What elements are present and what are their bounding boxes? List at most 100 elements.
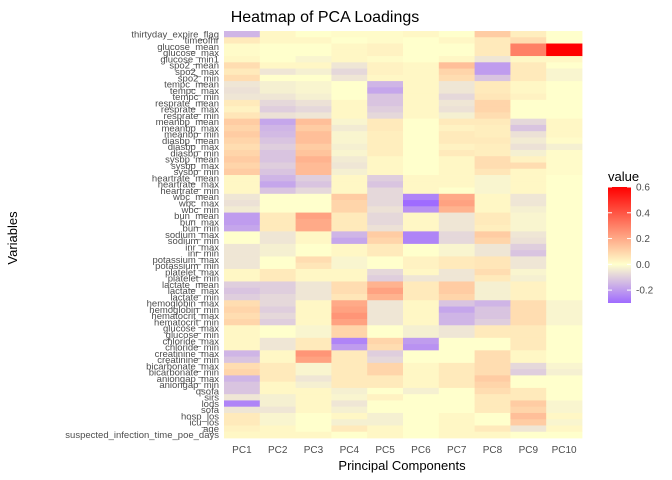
heatmap-cell [510,106,547,113]
heatmap-cell [438,250,475,257]
legend-tick-label: 0.4 [636,208,650,219]
heatmap-cell [259,394,296,401]
heatmap-cell [474,293,511,301]
heatmap-cell [224,181,261,188]
heatmap-cell [295,250,332,257]
y-tick-label: aniongap_max [157,374,220,385]
y-tick-label: spo2_min [178,73,219,84]
heatmap-cell [331,293,368,301]
heatmap-cell [259,250,296,257]
y-tick-label: resprate_min [164,111,219,122]
heatmap-cell [474,99,511,107]
heatmap-cell [474,400,511,408]
heatmap-cell [474,137,511,145]
heatmap-cell [295,49,332,57]
heatmap-cell [331,149,368,157]
heatmap-cell [438,118,475,126]
heatmap-cell [510,262,547,270]
heatmap-cell [474,394,511,401]
heatmap-cell [367,344,404,351]
heatmap-cell [510,406,547,414]
heatmap-cell [438,124,475,132]
y-tick-label: resprate_mean [155,98,219,109]
heatmap-cell [259,124,296,132]
heatmap-cell [367,81,404,88]
heatmap-cell [510,387,547,395]
heatmap-cell [331,62,368,69]
heatmap-cell [510,175,547,182]
heatmap-cell [403,168,440,176]
heatmap-cell [438,375,475,383]
heatmap-cell [546,149,583,157]
heatmap-cell [224,268,261,276]
x-tick-label: PC10 [552,445,577,456]
heatmap-cell [438,206,475,213]
heatmap-cell [224,337,261,345]
heatmap-cell [403,156,440,163]
heatmap-cell [367,118,404,126]
x-axis-title: Principal Components [338,458,466,473]
heatmap-cell [331,256,368,264]
y-tick-label: hematocrit_max [151,311,219,322]
heatmap-cell [403,74,440,82]
heatmap-cell [259,387,296,395]
y-tick-label: lods [202,399,220,410]
heatmap-cell [546,218,583,226]
heatmap-cell [438,281,475,289]
heatmap-cell [403,425,440,433]
heatmap-cell [331,56,368,63]
heatmap-cell [510,300,547,307]
heatmap-cell [546,337,583,345]
heatmap-cell [510,87,547,95]
heatmap-cell [295,43,332,51]
heatmap-cell [474,387,511,395]
heatmap-cell [367,319,404,326]
heatmap-cell [403,281,440,289]
heatmap-cell [438,331,475,339]
heatmap-cell [331,181,368,188]
heatmap-cell [331,237,368,245]
heatmap-cell [546,375,583,383]
heatmap-cell [403,344,440,351]
heatmap-cell [367,62,404,69]
heatmap-cell [224,193,261,201]
heatmap-cell [331,175,368,182]
heatmap-cell [474,218,511,226]
heatmap-cell [224,375,261,383]
heatmap-cell [546,275,583,282]
heatmap-cell [259,375,296,383]
heatmap-cell [510,118,547,126]
heatmap-cell [510,212,547,220]
y-tick-label: bun_mean [174,211,219,222]
heatmap-cell [331,250,368,257]
heatmap-cell [367,124,404,132]
heatmap-cell [224,400,261,408]
heatmap-cell [295,312,332,320]
heatmap-cell [259,206,296,213]
heatmap-cell [403,106,440,113]
heatmap-cell [546,206,583,213]
heatmap-cell [331,200,368,207]
legend-tick-label: 0.0 [636,260,650,271]
heatmap-cell [331,425,368,433]
x-tick-label: PC2 [268,445,288,456]
heatmap-cell [403,218,440,226]
heatmap-cell [403,431,440,439]
heatmap-cell [438,300,475,307]
heatmap-cell [474,275,511,282]
heatmap-cell [367,256,404,264]
y-tick-label: aniongap_min [159,380,219,391]
heatmap-cell [403,237,440,245]
heatmap-cell [403,293,440,301]
heatmap-cell [367,406,404,414]
heatmap-cell [331,87,368,95]
heatmap-cell [474,243,511,251]
heatmap-cell [510,425,547,433]
heatmap-cell [510,419,547,426]
heatmap-cell [367,106,404,113]
heatmap-cell [295,356,332,364]
heatmap-cell [259,306,296,314]
heatmap-cell [546,106,583,113]
heatmap-cell [546,412,583,420]
heatmap-cell [438,49,475,57]
